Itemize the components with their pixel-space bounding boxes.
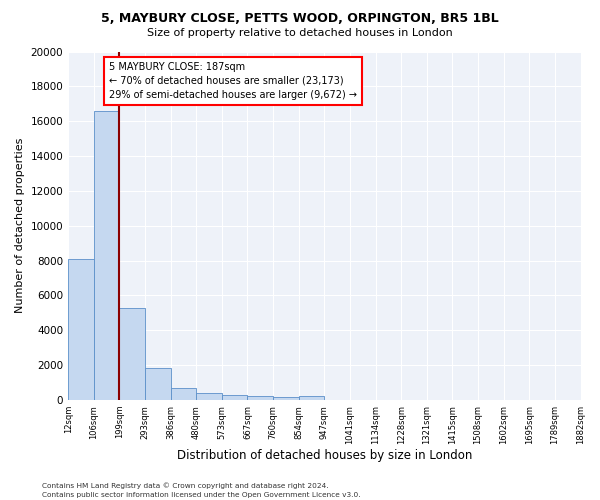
Bar (299, 396, 325, 400)
Text: Size of property relative to detached houses in London: Size of property relative to detached ho… (147, 28, 453, 38)
Bar (119, 308, 145, 400)
X-axis label: Distribution of detached houses by size in London: Distribution of detached houses by size … (176, 450, 472, 462)
Text: Contains HM Land Registry data © Crown copyright and database right 2024.: Contains HM Land Registry data © Crown c… (42, 482, 329, 489)
Bar (94, 110, 119, 400)
Bar (170, 388, 196, 400)
Bar (247, 396, 273, 400)
Bar (222, 395, 247, 400)
Bar (273, 397, 299, 400)
Bar (68, 259, 94, 400)
Text: 5 MAYBURY CLOSE: 187sqm
← 70% of detached houses are smaller (23,173)
29% of sem: 5 MAYBURY CLOSE: 187sqm ← 70% of detache… (109, 62, 357, 100)
Text: Contains public sector information licensed under the Open Government Licence v3: Contains public sector information licen… (42, 492, 361, 498)
Bar (196, 394, 222, 400)
Text: 5, MAYBURY CLOSE, PETTS WOOD, ORPINGTON, BR5 1BL: 5, MAYBURY CLOSE, PETTS WOOD, ORPINGTON,… (101, 12, 499, 26)
Y-axis label: Number of detached properties: Number of detached properties (15, 138, 25, 314)
Bar (145, 368, 170, 400)
